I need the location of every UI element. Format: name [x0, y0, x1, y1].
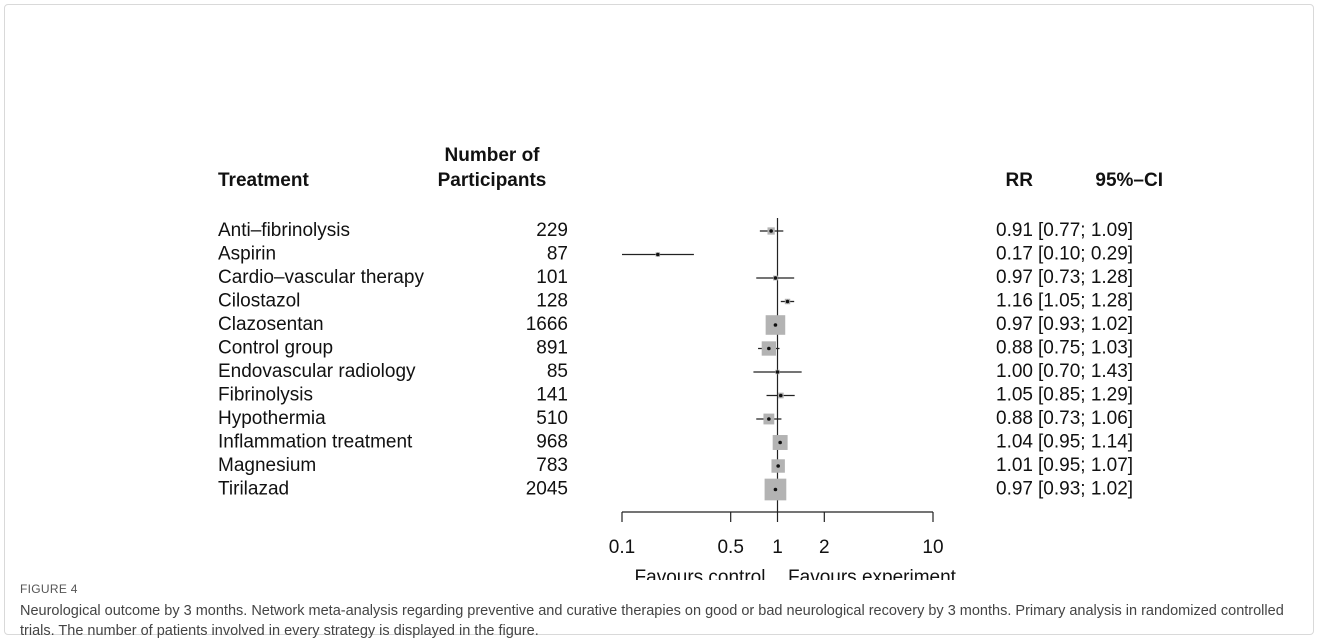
rr-label: 0.97	[996, 314, 1033, 335]
participants-label: 87	[547, 244, 568, 265]
header-rr: RR	[1006, 170, 1034, 191]
x-tick-label: 1	[772, 537, 783, 558]
rr-point	[785, 299, 790, 304]
rr-label: 1.16	[996, 291, 1033, 312]
rr-label: 0.97	[996, 479, 1033, 500]
rr-label: 0.91	[996, 220, 1033, 241]
x-tick-label: 0.5	[717, 537, 743, 558]
treatment-label: Aspirin	[218, 244, 276, 265]
rr-point	[773, 323, 778, 327]
rr-point	[775, 370, 780, 374]
treatment-label: Tirilazad	[218, 479, 289, 500]
ci-label: [0.75; 1.03]	[1038, 338, 1133, 359]
ci-label: [0.10; 0.29]	[1038, 244, 1133, 265]
treatment-label: Cilostazol	[218, 291, 300, 312]
treatment-label: Inflammation treatment	[218, 432, 413, 453]
treatment-label: Cardio–vascular therapy	[218, 267, 424, 288]
treatment-label: Hypothermia	[218, 408, 326, 429]
participants-label: 510	[536, 408, 568, 429]
participants-label: 141	[536, 385, 568, 406]
rr-label: 0.88	[996, 408, 1033, 429]
rr-point	[778, 440, 782, 445]
ci-label: [0.95; 1.14]	[1038, 432, 1133, 453]
header-participants: Participants	[438, 170, 547, 191]
rr-label: 0.17	[996, 244, 1033, 265]
rr-point	[773, 487, 778, 492]
ci-label: [0.73; 1.28]	[1038, 267, 1133, 288]
rr-point	[778, 393, 783, 398]
treatment-label: Endovascular radiology	[218, 361, 416, 382]
treatment-label: Magnesium	[218, 455, 316, 476]
rr-label: 1.04	[996, 432, 1033, 453]
rr-point	[773, 276, 778, 280]
rr-label: 1.00	[996, 361, 1033, 382]
rr-point	[656, 252, 660, 257]
participants-label: 1666	[526, 314, 568, 335]
figure-frame	[4, 4, 1314, 635]
participants-label: 101	[536, 267, 568, 288]
chart: Treatment Number of Participants RR 95%–…	[218, 145, 1163, 580]
left-label: Favours control	[635, 567, 766, 580]
rr-label: 0.88	[996, 338, 1033, 359]
rr-point	[769, 229, 773, 233]
ci-label: [1.05; 1.28]	[1038, 291, 1133, 312]
participants-label: 968	[536, 432, 568, 453]
header-participants: Number of	[445, 145, 541, 166]
rr-label: 0.97	[996, 267, 1033, 288]
treatment-label: Clazosentan	[218, 314, 324, 335]
participants-label: 2045	[526, 479, 568, 500]
treatment-label: Fibrinolysis	[218, 385, 313, 406]
participants-label: 891	[536, 338, 568, 359]
ci-label: [0.70; 1.43]	[1038, 361, 1133, 382]
header-treatment: Treatment	[218, 170, 309, 191]
ci-label: [0.77; 1.09]	[1038, 220, 1133, 241]
ci-label: [0.85; 1.29]	[1038, 385, 1133, 406]
x-tick-label: 0.1	[609, 537, 635, 558]
participants-label: 128	[536, 291, 568, 312]
participants-label: 85	[547, 361, 568, 382]
rr-label: 1.01	[996, 455, 1033, 476]
ci-label: [0.73; 1.06]	[1038, 408, 1133, 429]
participants-label: 783	[536, 455, 568, 476]
caption: Neurological outcome by 3 months. Networ…	[20, 603, 1284, 639]
ci-label: [0.95; 1.07]	[1038, 455, 1133, 476]
rr-label: 1.05	[996, 385, 1033, 406]
ci-label: [0.93; 1.02]	[1038, 314, 1133, 335]
treatment-label: Anti–fibrinolysis	[218, 220, 350, 241]
ci-label: [0.93; 1.02]	[1038, 479, 1133, 500]
participants-label: 229	[536, 220, 568, 241]
treatment-label: Control group	[218, 338, 333, 359]
header-ci: 95%–CI	[1095, 170, 1163, 191]
x-tick-label: 2	[819, 537, 830, 558]
x-tick-label: 10	[922, 537, 943, 558]
rr-point	[767, 346, 771, 351]
rr-point	[776, 464, 780, 468]
rr-point	[767, 417, 771, 421]
figure-label: FIGURE 4	[20, 582, 78, 596]
right-label: Favours experiment	[788, 567, 957, 580]
